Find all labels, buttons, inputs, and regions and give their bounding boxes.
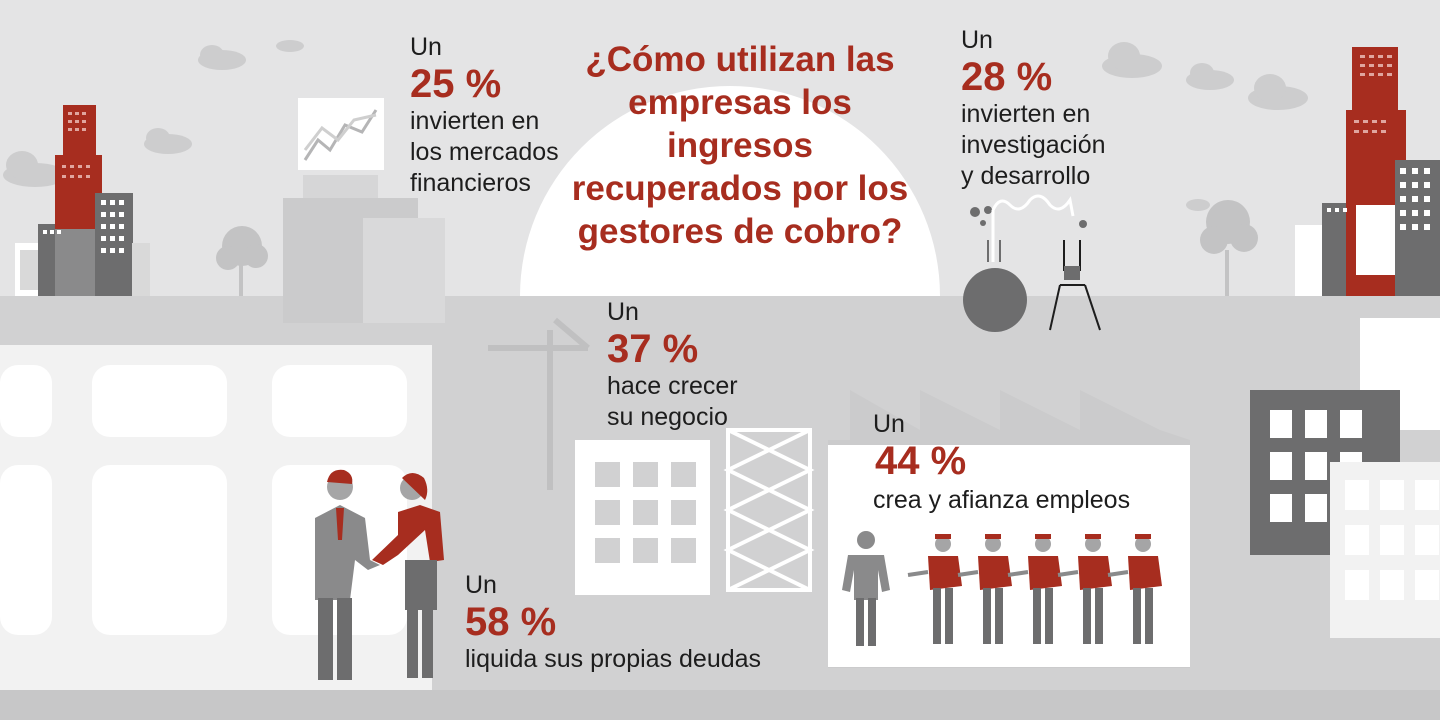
worker-icon (1028, 534, 1062, 644)
worker-icon (1128, 534, 1162, 644)
skyscraper-icon (15, 105, 150, 296)
stat-lead: Un (465, 571, 497, 599)
stat-desc: investigación (961, 131, 1106, 159)
worker-icon (978, 534, 1012, 644)
flask-icon (963, 194, 1101, 332)
stat-desc: y desarrollo (961, 162, 1091, 190)
stat-desc: los mercados (410, 138, 559, 166)
worker-icon (1078, 534, 1112, 644)
tree-icon (1200, 200, 1258, 296)
stat-lead: Un (607, 298, 639, 326)
stat-desc: liquida sus propias deudas (465, 645, 762, 673)
stat-debt-repayment: Un 58 % liquida sus propias deudas (465, 570, 761, 675)
stat-percent: 28 % (961, 55, 1053, 99)
skyscraper-icon (1295, 47, 1440, 296)
stat-desc: invierten en (961, 100, 1091, 128)
stat-percent: 58 % (465, 600, 557, 644)
stat-desc: hace crecer (607, 372, 738, 400)
page-title: ¿Cómo utilizan las empresas los ingresos… (571, 40, 909, 251)
stat-employment: Un 44 % crea y afianza empleos (873, 409, 1130, 516)
stat-desc: financieros (410, 169, 531, 197)
stat-desc: su negocio (607, 403, 728, 431)
stat-business-growth: Un 37 % hace crecer su negocio (607, 297, 738, 433)
stat-percent: 25 % (410, 62, 502, 106)
handshake-icon (315, 469, 444, 680)
sun-shape (520, 86, 940, 296)
tree-icon (216, 226, 268, 296)
worker-icon (928, 534, 962, 644)
stat-lead: Un (873, 410, 905, 438)
stat-percent: 44 % (875, 439, 967, 483)
worker-icon (842, 531, 890, 646)
stat-financial-markets: Un 25 % invierten en los mercados financ… (410, 32, 559, 199)
crane-icon (488, 317, 590, 490)
cloud-icon (3, 40, 1308, 211)
stat-lead: Un (961, 26, 993, 54)
stat-lead: Un (410, 33, 442, 61)
stat-percent: 37 % (607, 327, 699, 371)
rising-chart-icon (298, 98, 384, 170)
stat-desc: invierten en (410, 107, 540, 135)
stat-research-development: Un 28 % invierten en investigación y des… (961, 25, 1106, 192)
stat-desc: crea y afianza empleos (873, 486, 1131, 514)
